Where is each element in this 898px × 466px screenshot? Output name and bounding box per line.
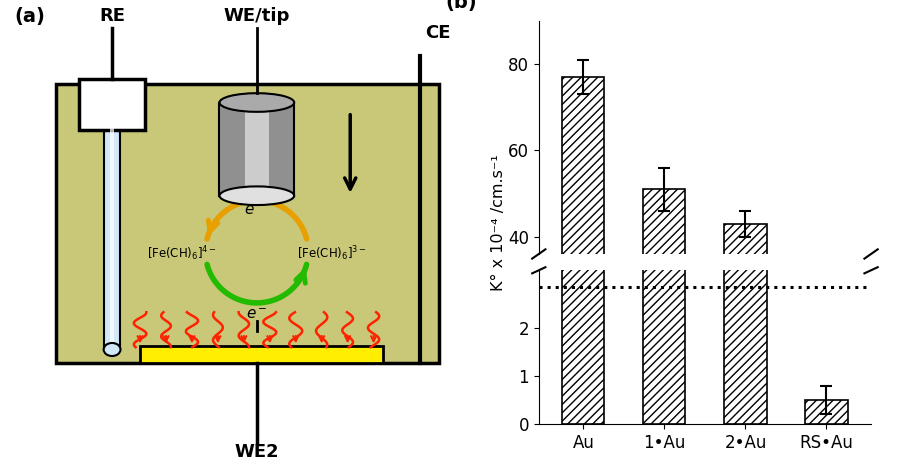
Ellipse shape bbox=[219, 93, 295, 112]
Bar bbox=[110, 123, 114, 350]
Bar bbox=[562, 77, 604, 409]
Text: e$^-$: e$^-$ bbox=[243, 203, 265, 218]
Bar bbox=[219, 103, 295, 196]
Text: e$^-$: e$^-$ bbox=[246, 307, 268, 322]
Text: [Fe(CH)$_6$]$^{4-}$: [Fe(CH)$_6$]$^{4-}$ bbox=[147, 245, 217, 263]
Bar bbox=[643, 0, 685, 424]
Bar bbox=[806, 407, 848, 409]
Text: RE: RE bbox=[99, 7, 125, 25]
Text: (a): (a) bbox=[14, 7, 45, 26]
Bar bbox=[725, 0, 767, 424]
Bar bbox=[140, 346, 383, 363]
Text: WE2: WE2 bbox=[234, 443, 279, 461]
Bar bbox=[245, 103, 269, 196]
Bar bbox=[103, 123, 120, 350]
Bar bbox=[643, 189, 685, 409]
Bar bbox=[56, 84, 439, 363]
Bar bbox=[562, 0, 604, 424]
Bar bbox=[79, 79, 145, 130]
Text: [Fe(CH)$_6$]$^{3-}$: [Fe(CH)$_6$]$^{3-}$ bbox=[296, 245, 366, 263]
Text: K° x 10⁻⁴ /cm.s⁻¹: K° x 10⁻⁴ /cm.s⁻¹ bbox=[491, 154, 506, 291]
Ellipse shape bbox=[219, 186, 295, 205]
Bar bbox=[806, 400, 848, 424]
Ellipse shape bbox=[103, 343, 120, 356]
Text: CE: CE bbox=[425, 24, 451, 41]
Bar bbox=[725, 224, 767, 409]
Text: (b): (b) bbox=[445, 0, 478, 12]
Text: WE/tip: WE/tip bbox=[224, 7, 290, 25]
